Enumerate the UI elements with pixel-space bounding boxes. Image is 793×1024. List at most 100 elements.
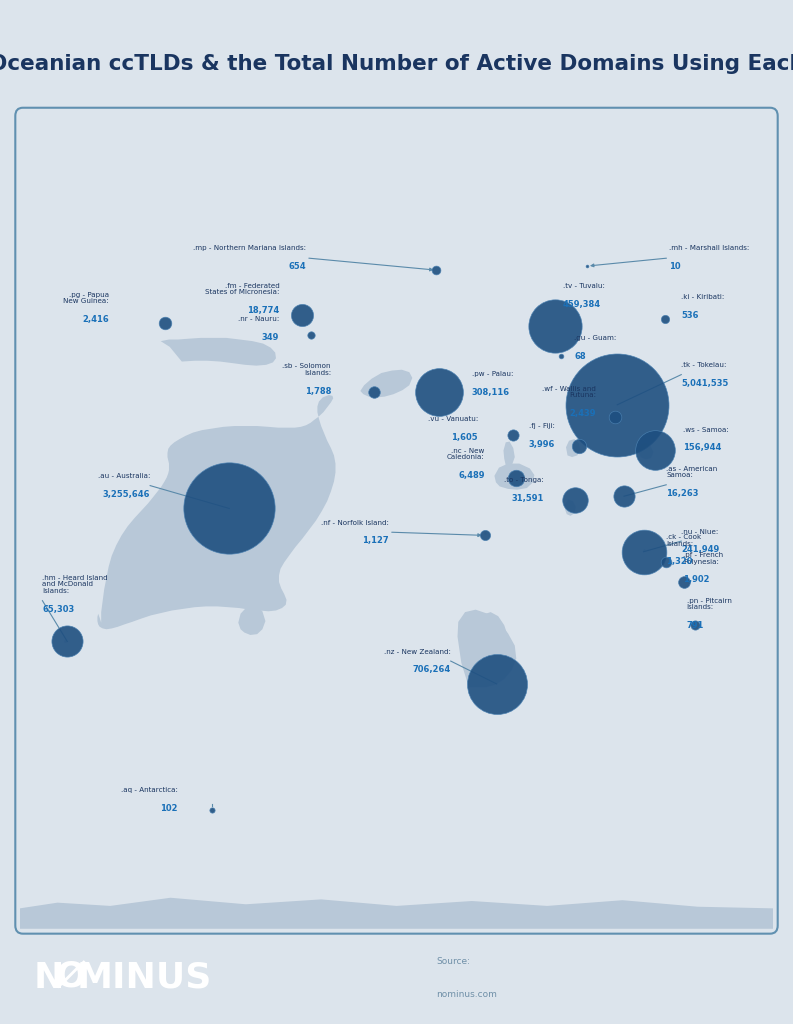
Point <box>609 409 622 425</box>
Text: .to - Tonga:: .to - Tonga: <box>504 477 543 483</box>
Text: .ck - Cook
Islands:: .ck - Cook Islands: <box>666 535 701 547</box>
Text: 6,489: 6,489 <box>458 471 485 480</box>
Text: Ø: Ø <box>56 961 86 995</box>
Text: 349: 349 <box>262 333 279 342</box>
Text: .nr - Nauru:: .nr - Nauru: <box>238 316 279 323</box>
Text: .hm - Heard Island
and McDonald
Islands:: .hm - Heard Island and McDonald Islands: <box>43 574 108 594</box>
Text: 791: 791 <box>687 622 704 630</box>
Text: .sb - Solomon
Islands:: .sb - Solomon Islands: <box>282 364 331 376</box>
Point <box>59 633 71 649</box>
Text: 1,127: 1,127 <box>362 537 389 545</box>
Point <box>660 554 672 570</box>
Point <box>296 307 308 324</box>
Text: 459,384: 459,384 <box>563 300 601 308</box>
Text: .gu - Guam:: .gu - Guam: <box>574 335 616 341</box>
Point <box>678 573 691 590</box>
Polygon shape <box>161 338 276 366</box>
Text: 2,416: 2,416 <box>82 315 109 324</box>
Text: nominus.com: nominus.com <box>436 990 497 999</box>
Text: .fm - Federated
States of Micronesia:: .fm - Federated States of Micronesia: <box>205 283 280 296</box>
Point <box>478 527 491 544</box>
Text: .mh - Marshall Islands:: .mh - Marshall Islands: <box>669 246 749 251</box>
Polygon shape <box>238 605 266 635</box>
Polygon shape <box>98 395 335 630</box>
Text: .nu - Niue:: .nu - Niue: <box>681 528 718 535</box>
Text: 1,902: 1,902 <box>683 575 709 585</box>
Text: 1,605: 1,605 <box>451 432 478 441</box>
Text: .pn - Pitcairn
Islands:: .pn - Pitcairn Islands: <box>687 598 731 610</box>
Polygon shape <box>638 442 653 460</box>
Text: .au - Australia:: .au - Australia: <box>98 473 150 479</box>
Text: .ki - Kiribati:: .ki - Kiribati: <box>681 294 725 300</box>
Point <box>305 327 317 343</box>
Point <box>618 488 630 505</box>
Text: .as - American
Samoa:: .as - American Samoa: <box>666 466 718 478</box>
Point <box>430 262 442 279</box>
Polygon shape <box>360 370 412 397</box>
Point <box>638 542 650 558</box>
Point <box>569 493 581 509</box>
Text: 536: 536 <box>681 311 699 319</box>
Text: N: N <box>33 961 63 995</box>
Text: .vu - Vanuatu:: .vu - Vanuatu: <box>427 416 478 422</box>
Text: .aq - Antarctica:: .aq - Antarctica: <box>121 787 178 794</box>
Text: 241,949: 241,949 <box>681 545 719 554</box>
Point <box>479 524 492 541</box>
Polygon shape <box>476 612 509 678</box>
Polygon shape <box>566 439 580 457</box>
Point <box>223 501 236 517</box>
Text: 5,041,535: 5,041,535 <box>681 379 729 388</box>
Point <box>367 384 380 400</box>
Text: 654: 654 <box>289 262 306 271</box>
Point <box>638 544 650 560</box>
Point <box>649 441 661 458</box>
Text: 706,264: 706,264 <box>412 666 450 674</box>
Text: 18,774: 18,774 <box>247 306 280 315</box>
Point <box>688 617 701 634</box>
Text: .ws - Samoa:: .ws - Samoa: <box>683 427 729 432</box>
Text: Source:: Source: <box>436 956 470 966</box>
Text: 65,303: 65,303 <box>43 605 75 613</box>
Point <box>506 427 519 443</box>
Point <box>490 676 503 692</box>
Point <box>554 348 567 365</box>
Polygon shape <box>20 898 773 929</box>
Point <box>432 384 445 400</box>
Text: .nc - New
Caledonia:: .nc - New Caledonia: <box>447 447 485 461</box>
Text: MINUS: MINUS <box>77 961 213 995</box>
Text: 1,788: 1,788 <box>305 387 331 396</box>
Polygon shape <box>504 441 515 467</box>
Text: 10: 10 <box>669 262 681 271</box>
Point <box>205 802 218 818</box>
Text: .wf - Wallis and
Futuna:: .wf - Wallis and Futuna: <box>542 385 596 398</box>
Text: .tv - Tuvalu:: .tv - Tuvalu: <box>563 283 605 289</box>
Text: .pf - French
Polynesia:: .pf - French Polynesia: <box>683 552 723 565</box>
Point <box>510 470 523 486</box>
Text: 3,255,646: 3,255,646 <box>102 489 150 499</box>
Text: 68: 68 <box>574 352 586 360</box>
Text: 31,591: 31,591 <box>511 494 543 503</box>
Text: .nf - Norfolk Island:: .nf - Norfolk Island: <box>321 519 389 525</box>
Point <box>573 437 585 454</box>
Point <box>61 633 74 649</box>
Text: 2,439: 2,439 <box>569 409 596 418</box>
Point <box>580 258 593 274</box>
Text: .pw - Palau:: .pw - Palau: <box>472 371 513 377</box>
Text: 156,944: 156,944 <box>683 443 721 453</box>
Text: .nz - New Zealand:: .nz - New Zealand: <box>384 648 450 654</box>
Text: Oceanian ccTLDs & the Total Number of Active Domains Using Each: Oceanian ccTLDs & the Total Number of Ac… <box>0 53 793 74</box>
Point <box>659 311 672 328</box>
Text: .mp - Northern Mariana Islands:: .mp - Northern Mariana Islands: <box>193 246 306 251</box>
Text: 3,996: 3,996 <box>528 440 554 449</box>
Text: 16,263: 16,263 <box>666 488 699 498</box>
Point <box>159 315 171 332</box>
Text: 102: 102 <box>160 804 178 813</box>
Polygon shape <box>458 609 516 687</box>
Polygon shape <box>565 500 576 516</box>
Text: 308,116: 308,116 <box>472 388 510 396</box>
Text: .tk - Tokelau:: .tk - Tokelau: <box>681 362 726 368</box>
Text: .fj - Fiji:: .fj - Fiji: <box>529 423 554 429</box>
Polygon shape <box>495 464 534 489</box>
Point <box>548 318 561 335</box>
Point <box>611 396 623 413</box>
